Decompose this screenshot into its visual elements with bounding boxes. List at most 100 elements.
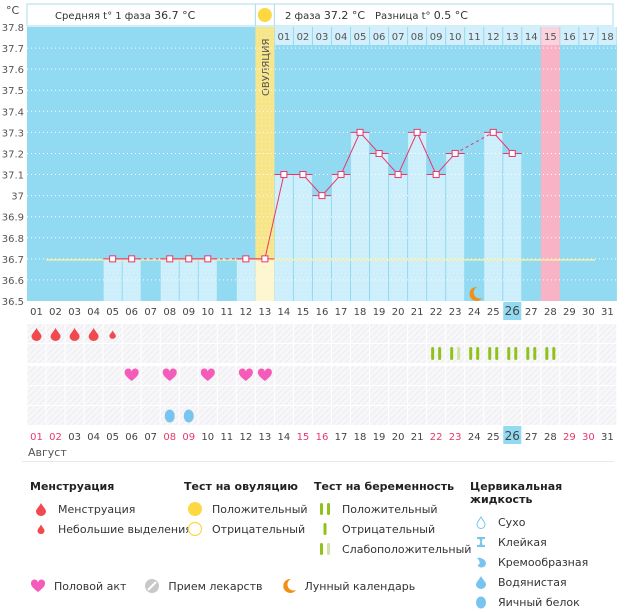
legend-label: Слабоположительный [342,542,472,556]
legend-title: Тест на овуляцию [184,480,298,493]
legend-item: Положительный [314,499,471,519]
marker-cell [503,344,522,363]
temp-point [204,255,212,263]
bottom-date-label: 22 [430,432,443,443]
marker-cell [84,386,103,405]
marker-cell [122,324,141,343]
bottom-date-label: 02 [49,432,62,443]
bottom-date-label: 23 [449,432,462,443]
marker-cell [103,386,122,405]
marker-cell [465,386,484,405]
bbt-chart: °C Средняя t° 1 фаза 36.7 °C 2 фаза 37.2… [2,3,617,444]
marker-cell [198,406,217,425]
bottom-date-label: 14 [278,432,291,443]
header-box [26,3,614,27]
date-label: 31 [601,307,614,318]
cycle-day-cell [331,27,351,45]
marker-cell [351,324,370,343]
marker-cell [598,386,617,405]
marker-cell [370,324,389,343]
date-label: 03 [68,307,81,318]
date-label: 26 [505,304,520,318]
pregnancy-test-icon [514,347,518,360]
legend-label: Прием лекарств [168,579,263,593]
temp-bar-texture [160,258,179,301]
cycle-day-label: 03 [316,32,329,43]
date-label: 10 [201,307,214,318]
legend-item: Клейкая [470,532,626,552]
cycle-day-cell [579,27,598,45]
marker-cell [198,324,217,343]
legend-item: Положительный [184,499,308,519]
marker-cell [598,324,617,343]
marker-cell [351,366,370,385]
marker-cell [255,406,274,425]
marker-cell [389,406,408,425]
legend-item: Слабоположительный [314,539,471,559]
temp-bar-texture [312,195,331,301]
bottom-date-label: 03 [68,432,81,443]
date-label: 06 [125,307,138,318]
y-tick-label: 37 [11,192,24,203]
marker-cell [198,386,217,405]
egg-white-icon [183,409,194,423]
pregnancy-positive-icon [314,502,336,516]
marker-cell [598,366,617,385]
marker-cell [351,344,370,363]
marker-cell [579,366,598,385]
cycle-day-cell [408,27,427,45]
marker-cell [331,386,351,405]
marker-cell [312,344,331,363]
marker-cell [103,406,122,425]
date-label: 29 [563,307,576,318]
marker-cell [408,386,427,405]
temp-bar-texture [446,153,465,301]
bottom-date-label: 15 [297,432,310,443]
menstruation-drop-icon [88,328,99,341]
marker-cell [274,344,293,363]
cycle-day-cell [598,27,617,45]
legend-item: Яичный белок [470,592,626,612]
small-drop-icon [30,524,52,534]
marker-cell [103,344,122,363]
legend-label: Половой акт [54,579,127,593]
heart-icon [238,368,253,381]
date-label: 11 [220,307,233,318]
marker-cell [370,366,389,385]
ovulation-label: ОВУЛЯЦИЯ [261,39,272,97]
legend-label: Положительный [212,502,308,516]
cycle-day-label: 09 [430,32,443,43]
bottom-date-label: 06 [125,432,138,443]
cycle-day-label: 10 [449,32,462,43]
marker-cell [541,324,560,343]
bottom-date-label: 16 [316,432,329,443]
temp-bar-texture [389,174,408,301]
legend-item: Небольшие выделения [30,519,192,539]
date-label: 20 [392,307,405,318]
bottom-date-label: 09 [182,432,195,443]
temp-line-segment [416,132,437,175]
marker-cell [312,366,331,385]
marker-cell [579,324,598,343]
marker-cell [198,344,217,363]
bottom-date-label: 27 [525,432,538,443]
legend-item: Прием лекарств [144,578,263,594]
bottom-date-label: 10 [201,432,214,443]
date-label: 22 [430,307,443,318]
date-label: 01 [30,307,43,318]
ovulation-texture [255,27,275,301]
pregnancy-test-icon [507,347,511,360]
temp-point [299,171,307,179]
temp-bar-texture [484,132,503,301]
moon-icon [469,286,483,301]
marker-cell [141,324,160,343]
legend-label: Водянистая [498,575,567,589]
marker-cell [160,324,179,343]
marker-cell [217,386,236,405]
marker-cell [598,344,617,363]
heart-icon [162,368,177,381]
marker-cell [27,386,46,405]
marker-cell [465,406,484,425]
marker-cell [541,344,560,363]
marker-cell [293,344,312,363]
